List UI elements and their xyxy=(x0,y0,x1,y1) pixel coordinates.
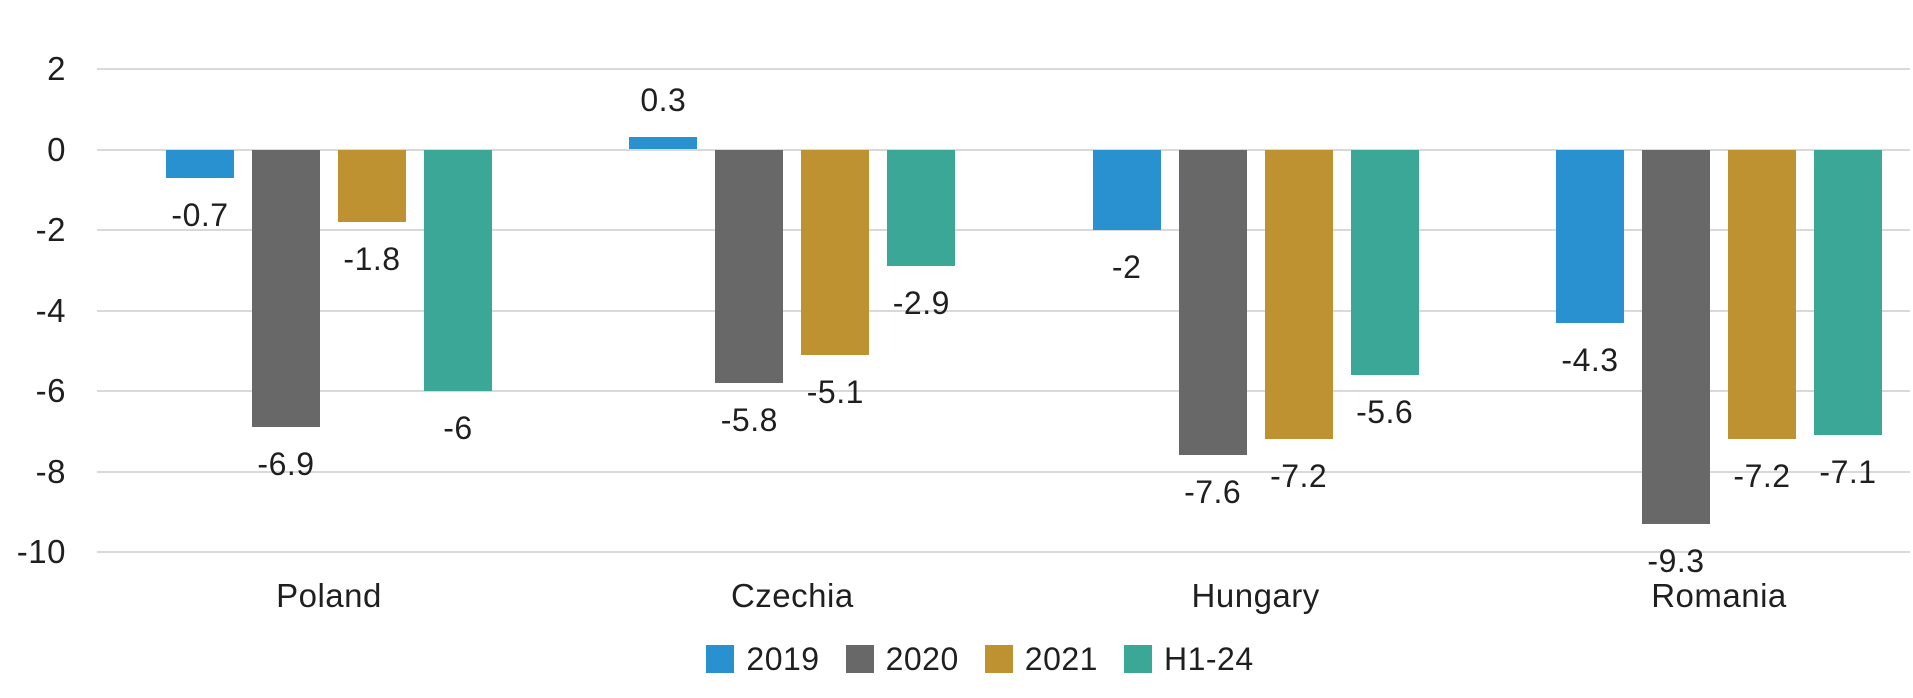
plot-area: -0.7 -6.9 -1.8 -6 0.3 -5.8 -5.1 -2.9 -2 -7.6 -7.2-… xyxy=(97,68,1910,579)
gridline-y--10 xyxy=(97,551,1910,553)
value-label-h1-24-czechia: -2.9 xyxy=(892,285,950,322)
bar-2021-hungary xyxy=(1264,149,1333,440)
value-label-2020-romania: -9.3 xyxy=(1647,542,1705,579)
y-tick-label--8: -8 xyxy=(35,452,66,490)
legend-label-2021: 2021 xyxy=(1024,641,1098,677)
x-axis-label-hungary: Hungary xyxy=(1191,577,1320,614)
bar-2019-poland xyxy=(166,149,234,178)
gridline-y-2 xyxy=(97,68,1910,70)
x-axis-label-romania: Romania xyxy=(1651,577,1787,614)
bar-2019-romania xyxy=(1555,149,1624,323)
gridline-y--8 xyxy=(97,470,1910,473)
x-axis-label-czechia: Czechia xyxy=(730,577,854,614)
value-label-2021-hungary: -7.2 xyxy=(1270,458,1328,495)
value-label-h1-24-poland: -6 xyxy=(443,410,473,446)
bar-2020-hungary xyxy=(1178,149,1247,456)
bar-2020-romania xyxy=(1641,149,1710,524)
value-label-2019-czechia: 0.3 xyxy=(640,82,687,119)
x-axis-label-poland: Poland xyxy=(276,577,382,614)
legend: 2019 2020 2021 H1-24 xyxy=(0,642,1913,676)
legend-swatch-2020 xyxy=(845,645,874,673)
legend-swatch-2021 xyxy=(984,645,1013,673)
gridline-y--2 xyxy=(97,229,1910,231)
value-label-2021-romania: -7.2 xyxy=(1733,458,1791,495)
value-label-2021-czechia: -5.1 xyxy=(806,373,864,410)
legend-swatch-h1-24 xyxy=(1123,645,1152,673)
bar-h1-24-hungary xyxy=(1350,149,1419,375)
legend-item-2019: 2019 xyxy=(706,642,819,676)
value-label-2020-poland: -6.9 xyxy=(257,446,315,483)
value-label-2021-poland: -1.8 xyxy=(343,240,401,277)
bar-h1-24-poland xyxy=(424,149,492,391)
legend-label-h1-24: H1-24 xyxy=(1163,641,1254,677)
legend-item-h1-24: H1-24 xyxy=(1123,641,1254,677)
gridline-y--6 xyxy=(97,390,1910,392)
y-tick-label--6: -6 xyxy=(35,372,66,409)
y-tick-label--10: -10 xyxy=(16,533,66,570)
legend-label-2020: 2020 xyxy=(885,641,959,677)
y-tick-label--2: -2 xyxy=(35,211,66,248)
gridline-y-0 xyxy=(97,148,1910,151)
gridline-y--4 xyxy=(97,309,1910,312)
bar-2019-hungary xyxy=(1092,149,1161,230)
value-label-h1-24-romania: -7.1 xyxy=(1819,454,1877,491)
y-tick-label--4: -4 xyxy=(35,291,66,329)
bar-2019-czechia xyxy=(629,137,698,150)
bar-2020-poland xyxy=(252,149,320,428)
bar-h1-24-romania xyxy=(1813,149,1882,436)
legend-label-2019: 2019 xyxy=(746,641,820,677)
legend-swatch-2019 xyxy=(706,645,735,673)
value-label-2020-hungary: -7.6 xyxy=(1184,474,1242,511)
bar-2021-poland xyxy=(338,149,406,222)
legend-item-2020: 2020 xyxy=(845,641,959,677)
bar-2021-czechia xyxy=(801,149,870,355)
value-label-2020-czechia: -5.8 xyxy=(720,401,778,438)
value-label-2019-romania: -4.3 xyxy=(1561,341,1619,378)
bar-h1-24-czechia xyxy=(887,149,956,267)
bar-2020-czechia xyxy=(715,149,784,383)
y-tick-label-0: 0 xyxy=(47,130,66,168)
value-label-h1-24-hungary: -5.6 xyxy=(1356,393,1414,430)
value-label-2019-hungary: -2 xyxy=(1111,249,1142,285)
legend-item-2021: 2021 xyxy=(984,641,1098,677)
y-tick-label-2: 2 xyxy=(47,50,66,87)
bar-2021-romania xyxy=(1727,149,1796,440)
value-label-2019-poland: -0.7 xyxy=(171,196,229,233)
